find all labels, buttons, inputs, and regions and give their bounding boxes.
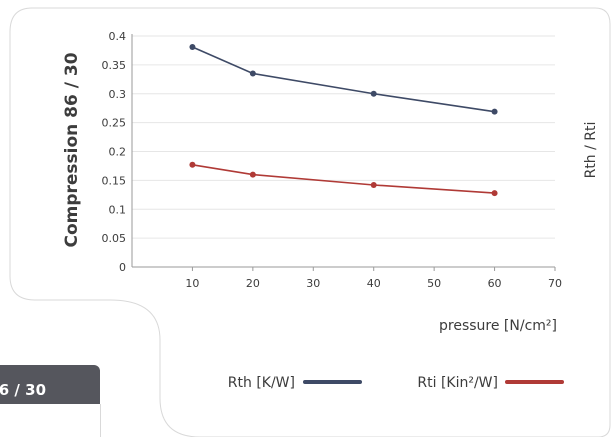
- data-point: [189, 161, 196, 168]
- y-tick-label: 0.05: [102, 232, 127, 245]
- y-axis-label: Compression 86 / 30: [62, 52, 82, 247]
- data-point: [491, 108, 498, 115]
- series-lines: [189, 43, 498, 197]
- data-point: [249, 171, 256, 178]
- x-axis-label: pressure [N/cm²]: [439, 318, 557, 334]
- grid-lines: [132, 35, 555, 239]
- legend-label-rth: Rth [K/W]: [228, 375, 295, 391]
- x-tick-label: 60: [488, 277, 502, 290]
- x-tick-label: 20: [246, 277, 260, 290]
- y-tick-label: 0: [119, 261, 126, 274]
- y-tick-label: 0.3: [109, 88, 127, 101]
- series-line-1: [192, 163, 495, 194]
- y-tick-label: 0.15: [102, 174, 127, 187]
- y-tick-label: 0.1: [109, 203, 127, 216]
- card-outline: [9, 7, 611, 437]
- y-tick-labels: 0 0.05 0.1 0.15 0.2 0.25 0.3 0.35 0.4: [102, 30, 127, 274]
- x-tick-label: 30: [306, 277, 320, 290]
- y-tick-label: 0.2: [109, 146, 127, 159]
- data-point: [370, 181, 377, 188]
- series-line-0: [192, 46, 495, 113]
- data-point: [491, 190, 498, 197]
- y-tick-label: 0.4: [109, 30, 127, 43]
- x-tick-label: 70: [548, 277, 562, 290]
- legend: Rth [K/W] Rti [Kin²/W]: [228, 375, 564, 391]
- compression-tab-label[interactable]: 6 / 30: [0, 381, 46, 399]
- axes: [131, 34, 556, 271]
- x-tick-label: 10: [185, 277, 199, 290]
- y-tick-label: 0.35: [102, 59, 127, 72]
- tab-content-area: [0, 404, 101, 437]
- data-point: [189, 43, 196, 50]
- data-point: [249, 70, 256, 77]
- data-point: [370, 90, 377, 97]
- y-tick-label: 0.25: [102, 117, 127, 130]
- legend-label-rti: Rti [Kin²/W]: [417, 375, 498, 391]
- y2-axis-label: Rth / Rti: [583, 122, 599, 179]
- x-tick-label: 50: [427, 277, 441, 290]
- x-tick-labels: 10 20 30 40 50 60 70: [185, 277, 562, 290]
- x-tick-label: 40: [367, 277, 381, 290]
